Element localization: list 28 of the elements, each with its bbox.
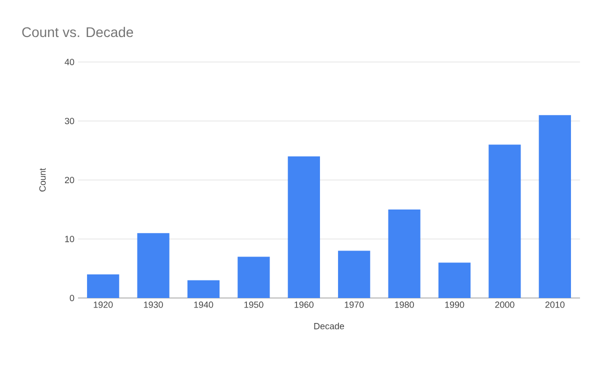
bar (438, 262, 471, 298)
chart-title: Count vs. Decade (22, 26, 134, 38)
y-tick-label: 10 (65, 236, 74, 242)
bar (538, 115, 571, 298)
bar (137, 233, 170, 298)
x-tick-label: 1940 (194, 302, 214, 308)
x-tick-label: 1970 (344, 302, 364, 308)
bar (288, 156, 320, 298)
bar (238, 256, 270, 298)
x-tick-label: 1950 (244, 302, 264, 308)
x-tick-label: 1980 (395, 302, 414, 308)
bar (87, 274, 120, 298)
bar (187, 280, 220, 298)
x-tick-label: 1990 (445, 302, 464, 308)
x-tick-label: 1960 (294, 302, 314, 308)
bar (338, 250, 370, 298)
y-axis-title: Count (39, 168, 46, 192)
y-tick-label: 30 (64, 118, 74, 124)
x-axis-title: Decade (314, 322, 344, 330)
x-tick-label: 2000 (495, 302, 514, 308)
x-tick-label: 1920 (94, 302, 113, 308)
x-tick-label: 1930 (144, 302, 163, 308)
y-tick-label: 20 (64, 176, 74, 184)
x-tick-label: 2010 (545, 302, 565, 308)
y-tick-label: 40 (64, 58, 74, 66)
bar (488, 144, 521, 298)
y-tick-label: 0 (70, 294, 74, 302)
bar (388, 210, 420, 298)
